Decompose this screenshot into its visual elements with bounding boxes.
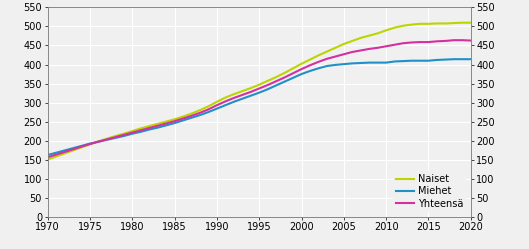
Yhteensä [349,51,355,54]
Miehet [451,58,457,61]
Naiset [180,115,186,118]
Miehet [459,58,466,61]
Miehet [349,62,355,65]
Yhteensä [451,39,457,42]
Miehet [324,64,330,67]
Yhteensä [180,117,186,120]
Yhteensä [171,120,178,123]
Yhteensä [468,39,474,42]
Line: Yhteensä: Yhteensä [48,40,471,157]
Naiset [349,39,355,42]
Yhteensä [459,39,466,42]
Line: Naiset: Naiset [48,23,471,160]
Miehet [180,119,186,122]
Naiset [468,21,474,24]
Legend: Naiset, Miehet, Yhteensä: Naiset, Miehet, Yhteensä [394,171,466,212]
Miehet [138,130,144,133]
Miehet [44,154,51,157]
Naiset [451,22,457,25]
Naiset [171,118,178,121]
Naiset [138,127,144,130]
Naiset [459,21,466,24]
Naiset [324,50,330,53]
Line: Miehet: Miehet [48,59,471,155]
Miehet [468,58,474,61]
Naiset [44,158,51,161]
Miehet [171,122,178,124]
Yhteensä [324,57,330,60]
Yhteensä [138,129,144,132]
Yhteensä [44,156,51,159]
